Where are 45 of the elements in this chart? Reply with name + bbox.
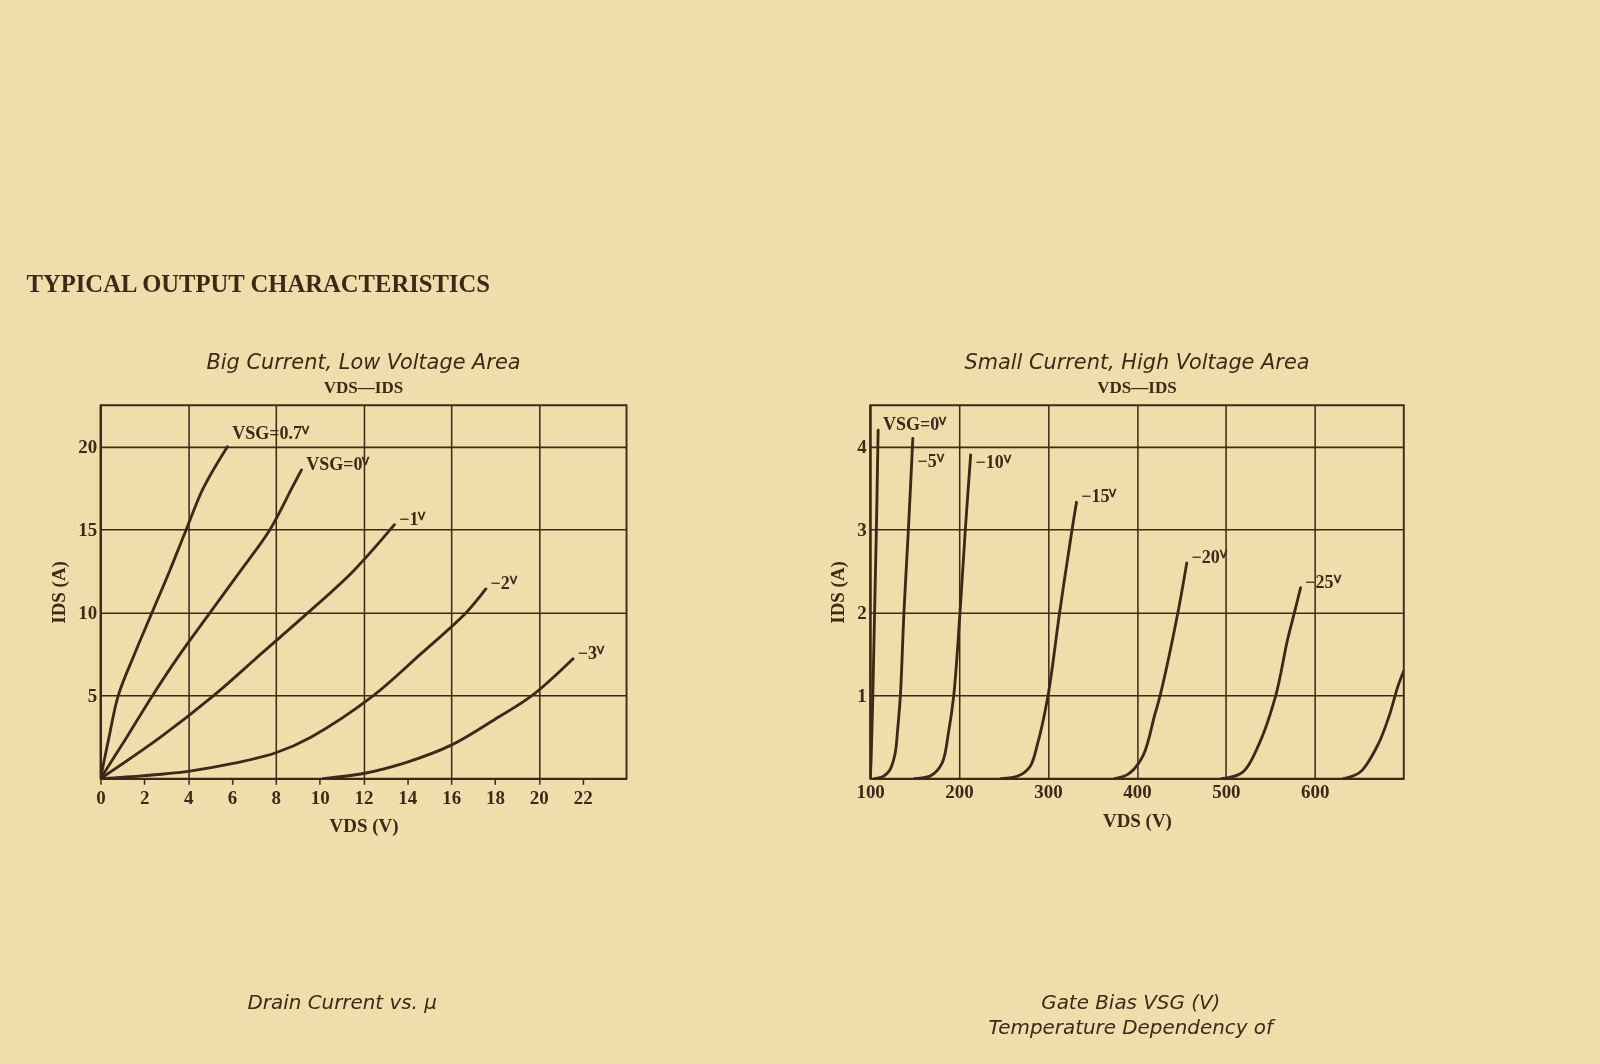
x-tick-label: 6: [227, 786, 238, 808]
x-tick-label: 2: [140, 786, 150, 808]
chart-subtitle: VDS—IDS: [323, 377, 404, 397]
x-axis-title: VDS (V): [1102, 809, 1172, 832]
x-tick-label: 16: [442, 786, 462, 808]
text: Gate Bias VSG (V): [1041, 990, 1221, 1014]
x-tick-label: 0: [96, 786, 106, 808]
y-tick-label: 2: [857, 601, 867, 623]
chart-title: Big Current, Low Voltage Area: [206, 350, 521, 375]
x-tick-label: 18: [486, 786, 505, 808]
y-tick-label: 20: [78, 435, 98, 457]
x-tick-label: 12: [354, 786, 374, 808]
y-tick-label: 15: [78, 518, 98, 540]
chart-subtitle: VDS—IDS: [1097, 377, 1177, 397]
series-label: VSG=0ⱽ: [882, 414, 948, 435]
x-tick-label: 20: [529, 786, 549, 808]
series-label: −5ⱽ: [917, 450, 945, 471]
x-axis-title: VDS (V): [329, 815, 399, 838]
y-tick-label: 3: [857, 518, 867, 540]
x-tick-label: 200: [945, 781, 974, 803]
x-tick-label: 14: [398, 786, 418, 808]
x-tick-label: 4: [183, 786, 194, 808]
series-label: −15ⱽ: [1081, 486, 1118, 507]
text: Temperature Dependency of: [988, 1015, 1276, 1039]
text: Drain Current vs. μ: [247, 990, 437, 1014]
series-label: −10ⱽ: [975, 452, 1012, 473]
series-label: −1ⱽ: [399, 508, 427, 529]
y-tick-label: 1: [857, 684, 867, 706]
y-tick-label: 5: [87, 684, 98, 706]
series-label: −3ⱽ: [577, 642, 606, 663]
x-tick-label: 600: [1301, 781, 1330, 803]
y-axis-title: IDS (A): [827, 561, 850, 624]
x-tick-label: 10: [310, 786, 330, 808]
y-tick-label: 10: [78, 601, 98, 623]
x-tick-label: 100: [856, 781, 885, 803]
x-tick-label: 22: [573, 786, 593, 808]
x-tick-label: 300: [1034, 781, 1063, 803]
y-axis-title: IDS (A): [47, 561, 70, 624]
text: TYPICAL OUTPUT CHARACTERISTICS: [26, 270, 490, 298]
x-tick-label: 8: [271, 786, 282, 808]
y-tick-label: 4: [857, 435, 868, 457]
x-tick-label: 500: [1212, 781, 1241, 803]
x-tick-label: 400: [1123, 781, 1152, 803]
chart-title: Small Current, High Voltage Area: [964, 350, 1310, 375]
series-label: −2ⱽ: [490, 572, 518, 593]
